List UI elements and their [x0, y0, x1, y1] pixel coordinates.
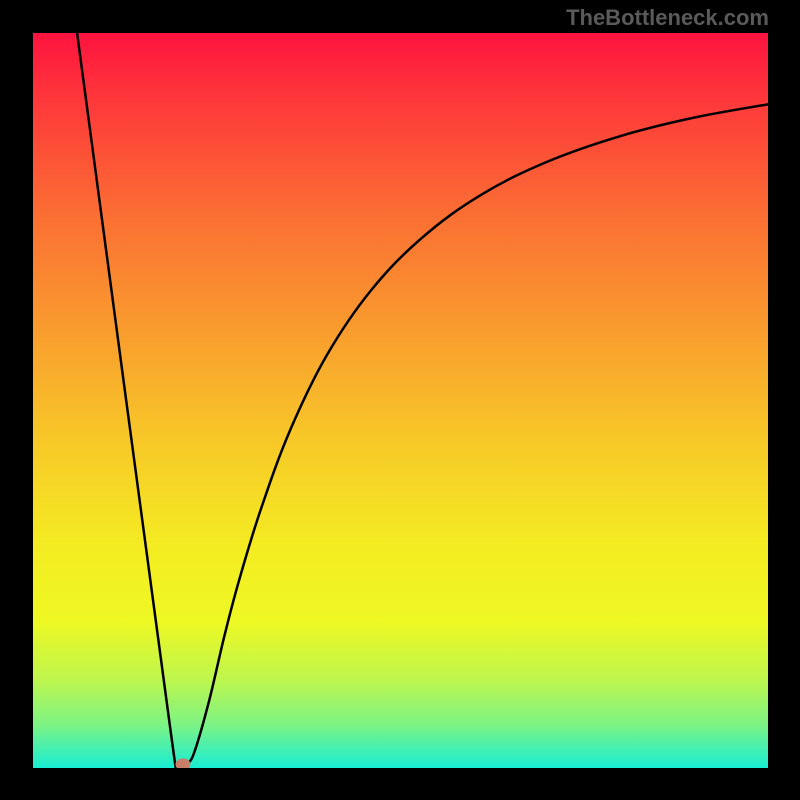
minimum-marker	[175, 758, 190, 768]
plot-area	[33, 33, 768, 768]
watermark-text: TheBottleneck.com	[566, 5, 769, 31]
curve-overlay	[33, 33, 768, 768]
chart-container: TheBottleneck.com	[0, 0, 800, 800]
bottleneck-curve	[77, 33, 768, 768]
